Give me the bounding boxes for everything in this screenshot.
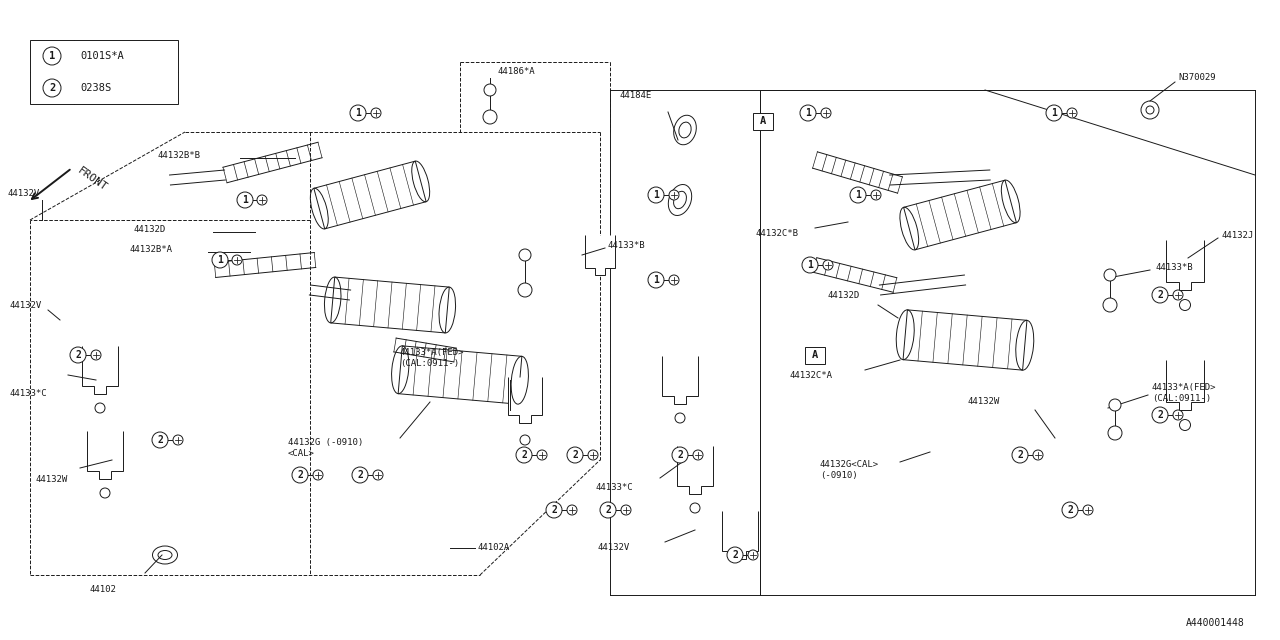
Circle shape — [1103, 298, 1117, 312]
Polygon shape — [82, 346, 118, 394]
Polygon shape — [1166, 360, 1204, 410]
Circle shape — [800, 105, 817, 121]
Circle shape — [314, 470, 323, 480]
Text: 2: 2 — [1157, 410, 1164, 420]
Text: 2: 2 — [1018, 450, 1023, 460]
Circle shape — [669, 190, 678, 200]
Circle shape — [44, 47, 61, 65]
Text: 1: 1 — [653, 190, 659, 200]
Circle shape — [1083, 505, 1093, 515]
Polygon shape — [398, 346, 522, 404]
Circle shape — [1152, 407, 1169, 423]
Text: 2: 2 — [677, 450, 684, 460]
Circle shape — [748, 550, 758, 560]
Text: 2: 2 — [521, 450, 527, 460]
Text: 2: 2 — [49, 83, 55, 93]
Text: 44132W: 44132W — [968, 397, 1000, 406]
Circle shape — [727, 547, 742, 563]
Text: 1: 1 — [242, 195, 248, 205]
Circle shape — [91, 350, 101, 360]
Text: 44132D: 44132D — [133, 225, 165, 234]
Text: 44132G (-0910)
<CAL>: 44132G (-0910) <CAL> — [288, 438, 364, 458]
Text: 2: 2 — [357, 470, 364, 480]
Polygon shape — [722, 511, 758, 559]
Circle shape — [349, 105, 366, 121]
Circle shape — [672, 447, 689, 463]
FancyBboxPatch shape — [753, 113, 773, 130]
Text: 44133*B: 44133*B — [608, 241, 645, 250]
Text: 2: 2 — [605, 505, 611, 515]
Circle shape — [567, 447, 582, 463]
Polygon shape — [677, 446, 713, 494]
Text: A: A — [812, 351, 818, 360]
Circle shape — [232, 255, 242, 265]
Circle shape — [1046, 105, 1062, 121]
Circle shape — [648, 187, 664, 203]
Text: 44132W: 44132W — [35, 476, 68, 484]
Polygon shape — [662, 356, 698, 404]
Text: 44132V: 44132V — [598, 543, 630, 552]
Circle shape — [352, 467, 369, 483]
Text: 2: 2 — [76, 350, 81, 360]
Text: 44133*A(FED>
(CAL:0911-): 44133*A(FED> (CAL:0911-) — [399, 348, 465, 368]
Circle shape — [70, 347, 86, 363]
Text: 44133*C: 44133*C — [595, 483, 632, 493]
Polygon shape — [87, 431, 123, 479]
Circle shape — [1062, 502, 1078, 518]
Polygon shape — [508, 377, 541, 423]
Circle shape — [1068, 108, 1076, 118]
Circle shape — [44, 79, 61, 97]
Text: 44133*A(FED>
(CAL:0911-): 44133*A(FED> (CAL:0911-) — [1152, 383, 1216, 403]
Text: 44132D: 44132D — [828, 291, 860, 301]
Polygon shape — [585, 235, 614, 275]
Circle shape — [803, 257, 818, 273]
Text: 44132C*A: 44132C*A — [790, 371, 833, 381]
Circle shape — [621, 505, 631, 515]
Circle shape — [257, 195, 268, 205]
Text: 2: 2 — [572, 450, 579, 460]
Text: 44186*A: 44186*A — [497, 67, 535, 77]
Circle shape — [518, 249, 531, 261]
Circle shape — [669, 275, 678, 285]
Text: FRONT: FRONT — [76, 166, 109, 193]
Text: 44132B*B: 44132B*B — [157, 150, 201, 159]
Text: 1: 1 — [1051, 108, 1057, 118]
Text: 44133*B: 44133*B — [1155, 264, 1193, 273]
Circle shape — [372, 470, 383, 480]
Text: 2: 2 — [1157, 290, 1164, 300]
Text: 44102A: 44102A — [477, 543, 511, 552]
Circle shape — [484, 84, 497, 96]
Polygon shape — [904, 180, 1016, 250]
Text: 44102: 44102 — [90, 586, 116, 595]
Text: 44132G<CAL>
(-0910): 44132G<CAL> (-0910) — [820, 460, 879, 480]
Circle shape — [1033, 450, 1043, 460]
Text: 1: 1 — [355, 108, 361, 118]
Text: 2: 2 — [732, 550, 739, 560]
Text: 44132J: 44132J — [1222, 232, 1254, 241]
Circle shape — [692, 450, 703, 460]
Text: A440001448: A440001448 — [1187, 618, 1245, 628]
Circle shape — [1152, 287, 1169, 303]
Text: 2: 2 — [1068, 505, 1073, 515]
Text: 44132C*B: 44132C*B — [755, 230, 797, 239]
Circle shape — [567, 505, 577, 515]
Circle shape — [1172, 290, 1183, 300]
Text: 44132V: 44132V — [8, 189, 40, 198]
Text: 1: 1 — [653, 275, 659, 285]
FancyBboxPatch shape — [29, 40, 178, 104]
Circle shape — [820, 108, 831, 118]
Text: A: A — [760, 116, 767, 127]
Text: 44132V: 44132V — [10, 301, 42, 310]
Circle shape — [648, 272, 664, 288]
Circle shape — [600, 502, 616, 518]
Circle shape — [870, 190, 881, 200]
Circle shape — [538, 450, 547, 460]
Circle shape — [212, 252, 228, 268]
Text: 0238S: 0238S — [79, 83, 111, 93]
Circle shape — [1108, 426, 1123, 440]
Text: 44133*C: 44133*C — [10, 388, 47, 397]
Circle shape — [1103, 269, 1116, 281]
Polygon shape — [314, 161, 426, 229]
Text: 1: 1 — [218, 255, 223, 265]
Circle shape — [1012, 447, 1028, 463]
